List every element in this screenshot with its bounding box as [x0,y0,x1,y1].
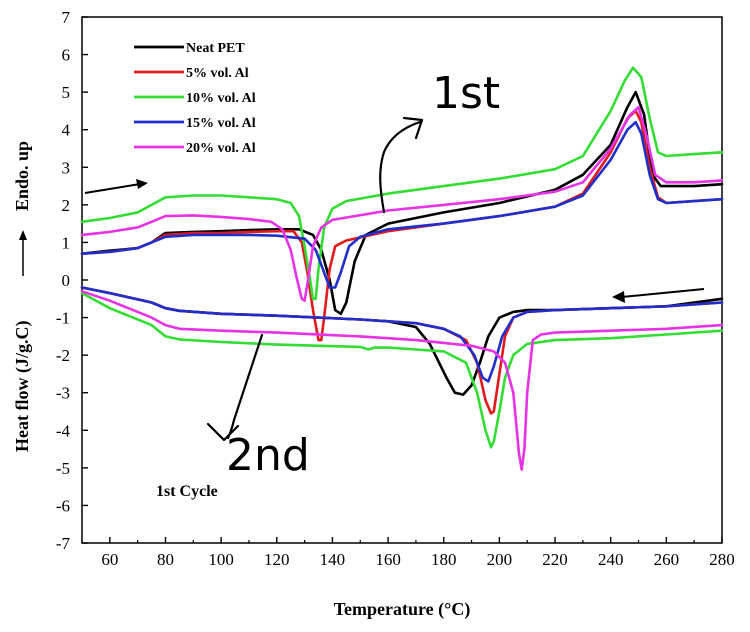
series-3-cooling-line [80,286,724,383]
x-tick-label: 200 [487,550,513,569]
endo-arrow-icon [19,230,27,276]
legend-label: 5% vol. Al [186,66,249,81]
x-tick-label: 260 [654,550,680,569]
y-axis-title: Heat flow (J/g.C) [12,321,33,452]
x-tick-label: 140 [320,550,346,569]
y-tick-label: -1 [56,309,70,328]
y-tick-label: -5 [56,459,70,478]
cooling-direction-arrow-icon [612,288,705,303]
series-2-cooling-line [80,291,724,449]
x-axis-title: Temperature (°C) [334,599,471,620]
series-1-heating-line [80,109,724,342]
series-lines [80,66,724,471]
y-tick-label: 4 [62,121,71,140]
x-tick-label: 60 [101,550,118,569]
x-tick-label: 80 [157,550,174,569]
legend: Neat PET 5% vol. Al 10% vol. Al 15% vol. Al… [134,41,256,156]
y-tick-label: 6 [62,46,71,65]
x-tick-label: 280 [709,550,735,569]
y-tick-label: -7 [56,534,71,553]
y-tick-label: 2 [62,196,71,215]
x-tick-label: 220 [542,550,568,569]
legend-label: 15% vol. Al [186,116,256,131]
y-tick-label: -2 [56,346,70,365]
legend-label: 20% vol. Al [186,141,256,156]
y-axis-ticks: -7 -6 -5 -4 -3 -2 -1 0 1 2 3 4 5 6 7 [56,8,88,553]
legend-label: Neat PET [186,41,245,56]
handwritten-arrow-up-icon [379,116,424,214]
heating-direction-arrow-icon [84,179,148,194]
y-tick-label: 7 [62,8,71,27]
y-tick-label: 3 [62,158,71,177]
legend-label: 10% vol. Al [186,91,256,106]
x-tick-label: 120 [264,550,290,569]
x-tick-label: 240 [598,550,624,569]
y-tick-label: -3 [56,384,70,403]
x-axis-ticks: 60 80 100 120 140 160 180 200 220 240 260 280 [81,537,735,569]
y-tick-label: 0 [62,271,71,290]
x-tick-label: 160 [375,550,401,569]
series-4-cooling-line [80,290,724,471]
handwritten-1st-label: 1st [432,68,500,119]
series-4-heating-line [80,105,724,302]
series-2-heating-line [80,66,724,301]
x-tick-label: 100 [208,550,234,569]
cycle-annotation: 1st Cycle [156,483,218,500]
y-tick-label: 1 [62,233,71,252]
y-tick-label: 5 [62,83,71,102]
y-axis-endo-label: Endo. up [12,141,32,211]
handwritten-arrow-down-icon [206,333,264,442]
y-tick-label: -6 [56,496,70,515]
series-3-heating-line [80,120,724,289]
x-tick-label: 180 [431,550,457,569]
series-0-cooling-line [80,286,724,396]
series-0-heating-line [80,90,724,316]
handwritten-2nd-label: 2nd [226,430,310,481]
y-tick-label: -4 [56,421,71,440]
